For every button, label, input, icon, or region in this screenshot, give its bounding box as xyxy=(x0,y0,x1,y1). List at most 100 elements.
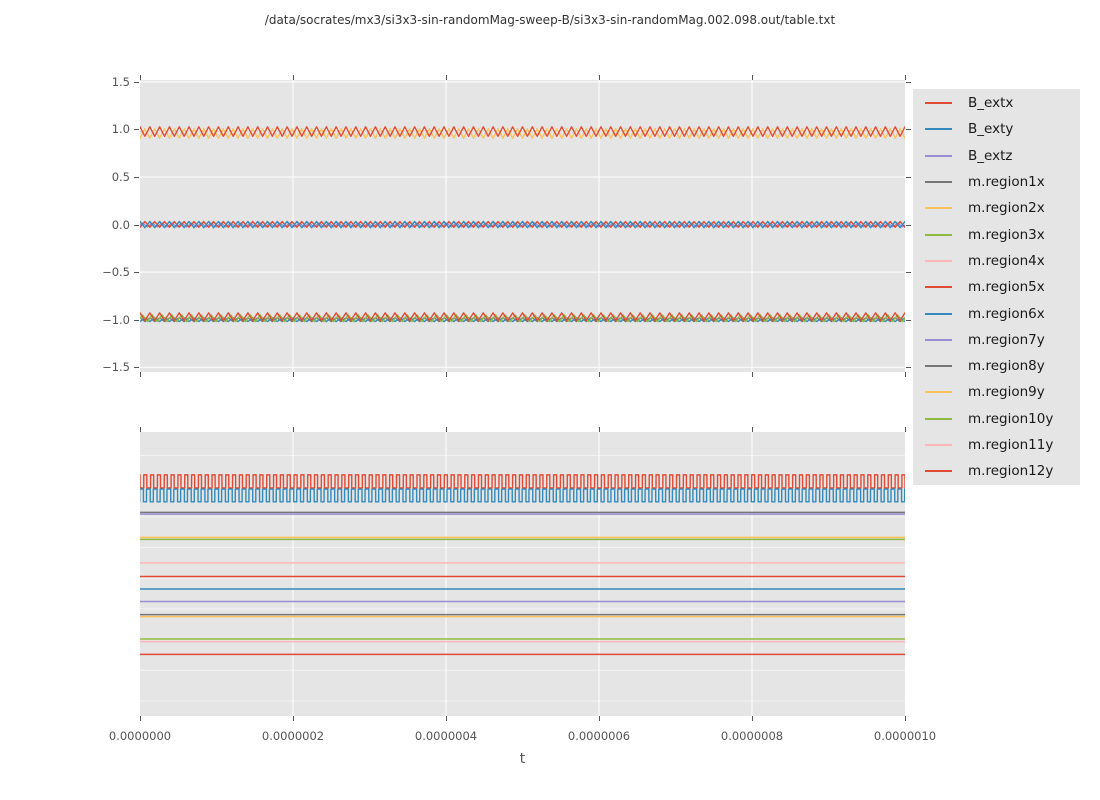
x-axis-tick xyxy=(140,75,141,80)
legend-item: m.region10y xyxy=(913,406,1080,432)
x-axis-tick xyxy=(599,75,600,80)
x-axis-tick xyxy=(905,372,906,377)
legend-item: m.region11y xyxy=(913,432,1080,458)
legend-line-swatch xyxy=(925,391,952,394)
x-axis-tick xyxy=(599,716,600,721)
x-axis-tick xyxy=(752,75,753,80)
legend-item: m.region2x xyxy=(913,195,1080,221)
y-tick-label: 1.5 xyxy=(111,74,130,89)
legend-item: m.region9y xyxy=(913,379,1080,405)
legend-label: m.region4x xyxy=(968,252,1045,269)
x-axis-tick xyxy=(752,716,753,721)
x-tick-label: 0.0000006 xyxy=(567,729,631,743)
y-axis-tick xyxy=(134,224,139,226)
y-axis-tick xyxy=(134,177,139,179)
y-axis-tick xyxy=(134,129,139,131)
x-axis-tick xyxy=(293,427,294,432)
legend-item: B_extz xyxy=(913,143,1080,169)
legend-label: B_exty xyxy=(968,121,1014,138)
legend-line-swatch xyxy=(925,154,952,157)
x-axis-tick xyxy=(599,372,600,377)
bottom-plot-canvas xyxy=(140,432,905,716)
legend-line-swatch xyxy=(925,233,952,236)
legend-line-swatch xyxy=(925,181,952,184)
x-axis-tick xyxy=(140,716,141,721)
legend-line-swatch xyxy=(925,102,952,105)
bottom-plot xyxy=(140,432,905,716)
legend-line-swatch xyxy=(925,338,952,341)
legend-label: m.region8y xyxy=(968,358,1045,375)
x-axis-tick xyxy=(446,427,447,432)
legend: B_extx B_exty B_extz m.region1x m.region2x m.… xyxy=(913,89,1080,485)
x-axis-label: t xyxy=(519,751,526,767)
y-axis-tick xyxy=(134,319,139,321)
y-tick-label: 1.0 xyxy=(111,122,130,137)
legend-line-swatch xyxy=(925,417,952,420)
legend-line-swatch xyxy=(925,128,952,131)
legend-line-swatch xyxy=(925,470,952,473)
legend-line-swatch xyxy=(925,259,952,262)
legend-label: m.region11y xyxy=(968,437,1054,453)
x-axis-tick xyxy=(905,716,906,721)
legend-line-swatch xyxy=(925,207,952,210)
legend-item: B_exty xyxy=(913,116,1080,142)
y-tick-label: 0.5 xyxy=(111,170,130,185)
legend-line-swatch xyxy=(925,365,952,368)
x-tick-label: 0.0000002 xyxy=(261,729,325,743)
x-axis-tick xyxy=(140,427,141,432)
legend-label: m.region7y xyxy=(968,331,1045,348)
legend-line-swatch xyxy=(925,286,952,289)
figure-title: /data/socrates/mx3/si3x3-sin-randomMag-s… xyxy=(264,13,836,27)
legend-label: m.region12y xyxy=(968,463,1054,480)
y-tick-label: −0.5 xyxy=(102,265,130,280)
y-axis-tick xyxy=(906,129,911,131)
y-axis-tick xyxy=(134,81,139,83)
y-tick-label: −1.0 xyxy=(102,312,130,327)
legend-label: m.region5x xyxy=(968,279,1045,296)
legend-line-swatch xyxy=(925,312,952,315)
legend-item: m.region12y xyxy=(913,458,1080,484)
legend-label: m.region2x xyxy=(968,200,1045,217)
y-axis-tick xyxy=(134,367,139,369)
y-tick-label: 0.0 xyxy=(111,217,130,232)
x-tick-label: 0.0000000 xyxy=(108,729,172,743)
x-tick-label: 0.0000010 xyxy=(873,729,937,743)
y-tick-label: −1.5 xyxy=(102,360,130,375)
x-axis-tick xyxy=(752,427,753,432)
x-axis-tick xyxy=(752,372,753,377)
legend-item: m.region7y xyxy=(913,327,1080,353)
y-axis-tick xyxy=(906,319,911,321)
x-axis-tick xyxy=(293,75,294,80)
x-axis-tick xyxy=(446,716,447,721)
legend-label: m.region9y xyxy=(968,384,1045,401)
legend-label: B_extz xyxy=(968,147,1013,164)
top-plot-canvas xyxy=(140,80,905,372)
legend-label: m.region3x xyxy=(968,226,1045,243)
legend-label: m.region10y xyxy=(968,410,1054,427)
legend-item: m.region1x xyxy=(913,169,1080,195)
x-axis-tick xyxy=(446,75,447,80)
legend-label: m.region1x xyxy=(968,174,1045,191)
y-axis-tick xyxy=(906,272,911,274)
x-axis-tick xyxy=(446,372,447,377)
legend-label: B_extx xyxy=(968,95,1014,112)
x-axis-tick xyxy=(599,427,600,432)
x-axis-tick xyxy=(293,716,294,721)
legend-item: B_extx xyxy=(913,90,1080,116)
legend-item: m.region5x xyxy=(913,274,1080,300)
legend-item: m.region3x xyxy=(913,221,1080,247)
x-axis-tick xyxy=(293,372,294,377)
x-axis-tick xyxy=(140,372,141,377)
x-tick-label: 0.0000004 xyxy=(414,729,478,743)
legend-item: m.region4x xyxy=(913,248,1080,274)
legend-item: m.region8y xyxy=(913,353,1080,379)
y-axis-tick xyxy=(906,224,911,226)
legend-item: m.region6x xyxy=(913,300,1080,326)
legend-label: m.region6x xyxy=(968,305,1045,322)
y-axis-tick xyxy=(906,367,911,369)
top-plot xyxy=(140,80,905,372)
y-axis-tick xyxy=(134,272,139,274)
x-tick-label: 0.0000008 xyxy=(720,729,784,743)
legend-line-swatch xyxy=(925,444,952,446)
